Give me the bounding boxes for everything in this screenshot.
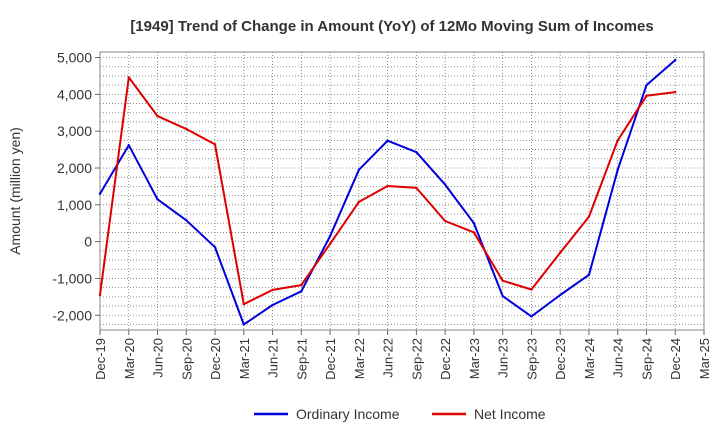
data-point-net-income bbox=[98, 293, 102, 297]
data-point-net-income bbox=[242, 303, 246, 306]
x-tick-label: Jun-22 bbox=[381, 338, 396, 378]
data-point-net-income bbox=[156, 114, 159, 118]
data-point-ordinary-income bbox=[127, 143, 130, 147]
x-tick-label: Jun-23 bbox=[496, 338, 511, 378]
legend-label-net-income: Net Income bbox=[474, 406, 546, 422]
data-point-net-income bbox=[127, 76, 130, 79]
x-tick-label: Jun-21 bbox=[266, 338, 281, 378]
y-tick-label: -1,000 bbox=[52, 270, 92, 286]
x-tick-label: Dec-22 bbox=[438, 338, 453, 380]
data-point-ordinary-income bbox=[98, 192, 102, 195]
legend: Ordinary Income Net Income bbox=[254, 406, 546, 422]
data-point-net-income bbox=[386, 184, 389, 188]
x-tick-label: Dec-23 bbox=[553, 338, 568, 380]
data-point-ordinary-income bbox=[213, 245, 217, 249]
x-tick-label: Sep-24 bbox=[639, 338, 654, 380]
x-tick-label: Dec-21 bbox=[323, 338, 338, 380]
data-point-net-income bbox=[271, 288, 274, 292]
data-point-net-income bbox=[645, 94, 648, 98]
y-tick-label: -2,000 bbox=[52, 307, 92, 323]
y-tick-label: 0 bbox=[84, 234, 92, 250]
data-point-net-income bbox=[674, 90, 677, 94]
data-point-ordinary-income bbox=[156, 198, 159, 201]
x-tick-label: Sep-21 bbox=[294, 338, 309, 380]
data-point-ordinary-income bbox=[616, 168, 619, 172]
x-tick-label: Mar-21 bbox=[237, 338, 252, 379]
series-line-ordinary-income bbox=[99, 59, 676, 326]
data-point-ordinary-income bbox=[386, 139, 389, 142]
x-tick-label: Mar-22 bbox=[352, 338, 367, 379]
data-point-net-income bbox=[501, 279, 504, 282]
y-tick-label: 5,000 bbox=[57, 50, 92, 66]
data-point-ordinary-income bbox=[415, 150, 418, 154]
data-point-net-income bbox=[300, 283, 303, 287]
x-tick-label: Sep-22 bbox=[409, 338, 424, 380]
y-tick-label: 4,000 bbox=[57, 86, 92, 102]
x-tick-label: Dec-24 bbox=[668, 338, 683, 380]
x-tick-label: Dec-20 bbox=[208, 338, 223, 380]
axis-layer: 5,0004,0003,0002,0001,0000-1,000-2,000De… bbox=[52, 50, 712, 380]
data-point-ordinary-income bbox=[328, 234, 332, 238]
chart-title: [1949] Trend of Change in Amount (YoY) o… bbox=[130, 18, 653, 35]
data-point-net-income bbox=[472, 231, 476, 234]
y-tick-label: 1,000 bbox=[57, 197, 92, 213]
data-point-ordinary-income bbox=[587, 273, 591, 276]
data-point-ordinary-income bbox=[357, 168, 361, 172]
x-tick-label: Dec-19 bbox=[93, 338, 108, 380]
data-point-net-income bbox=[357, 200, 361, 204]
data-point-ordinary-income bbox=[300, 290, 303, 293]
data-point-ordinary-income bbox=[558, 293, 562, 297]
data-point-net-income bbox=[415, 186, 418, 190]
x-tick-label: Mar-20 bbox=[122, 338, 137, 379]
data-point-net-income bbox=[530, 288, 533, 291]
x-tick-label: Jun-20 bbox=[151, 338, 166, 378]
x-tick-label: Mar-24 bbox=[582, 338, 597, 379]
data-point-net-income bbox=[328, 242, 332, 246]
data-point-ordinary-income bbox=[242, 323, 246, 326]
data-point-ordinary-income bbox=[645, 83, 648, 87]
data-point-ordinary-income bbox=[674, 58, 677, 62]
plot-frame bbox=[99, 51, 705, 331]
series-layer bbox=[98, 58, 677, 326]
data-point-net-income bbox=[616, 139, 619, 142]
data-point-ordinary-income bbox=[443, 183, 447, 186]
y-tick-label: 3,000 bbox=[57, 123, 92, 139]
data-point-net-income bbox=[213, 143, 217, 146]
data-point-ordinary-income bbox=[472, 222, 476, 225]
y-tick-label: 2,000 bbox=[57, 160, 92, 176]
data-point-ordinary-income bbox=[501, 294, 504, 298]
data-point-ordinary-income bbox=[271, 303, 274, 307]
x-tick-label: Sep-20 bbox=[179, 338, 194, 380]
data-point-net-income bbox=[443, 219, 447, 223]
data-point-net-income bbox=[587, 215, 591, 218]
x-tick-label: Mar-23 bbox=[467, 338, 482, 379]
data-point-ordinary-income bbox=[530, 315, 533, 318]
grid-layer bbox=[99, 52, 705, 330]
x-tick-label: Sep-23 bbox=[524, 338, 539, 380]
x-tick-label: Mar-25 bbox=[697, 338, 712, 379]
data-point-ordinary-income bbox=[185, 219, 188, 222]
data-point-net-income bbox=[558, 251, 562, 254]
y-axis-label: Amount (million yen) bbox=[7, 127, 23, 255]
data-point-net-income bbox=[185, 127, 188, 131]
x-tick-label: Jun-24 bbox=[611, 338, 626, 378]
legend-label-ordinary-income: Ordinary Income bbox=[296, 406, 400, 422]
